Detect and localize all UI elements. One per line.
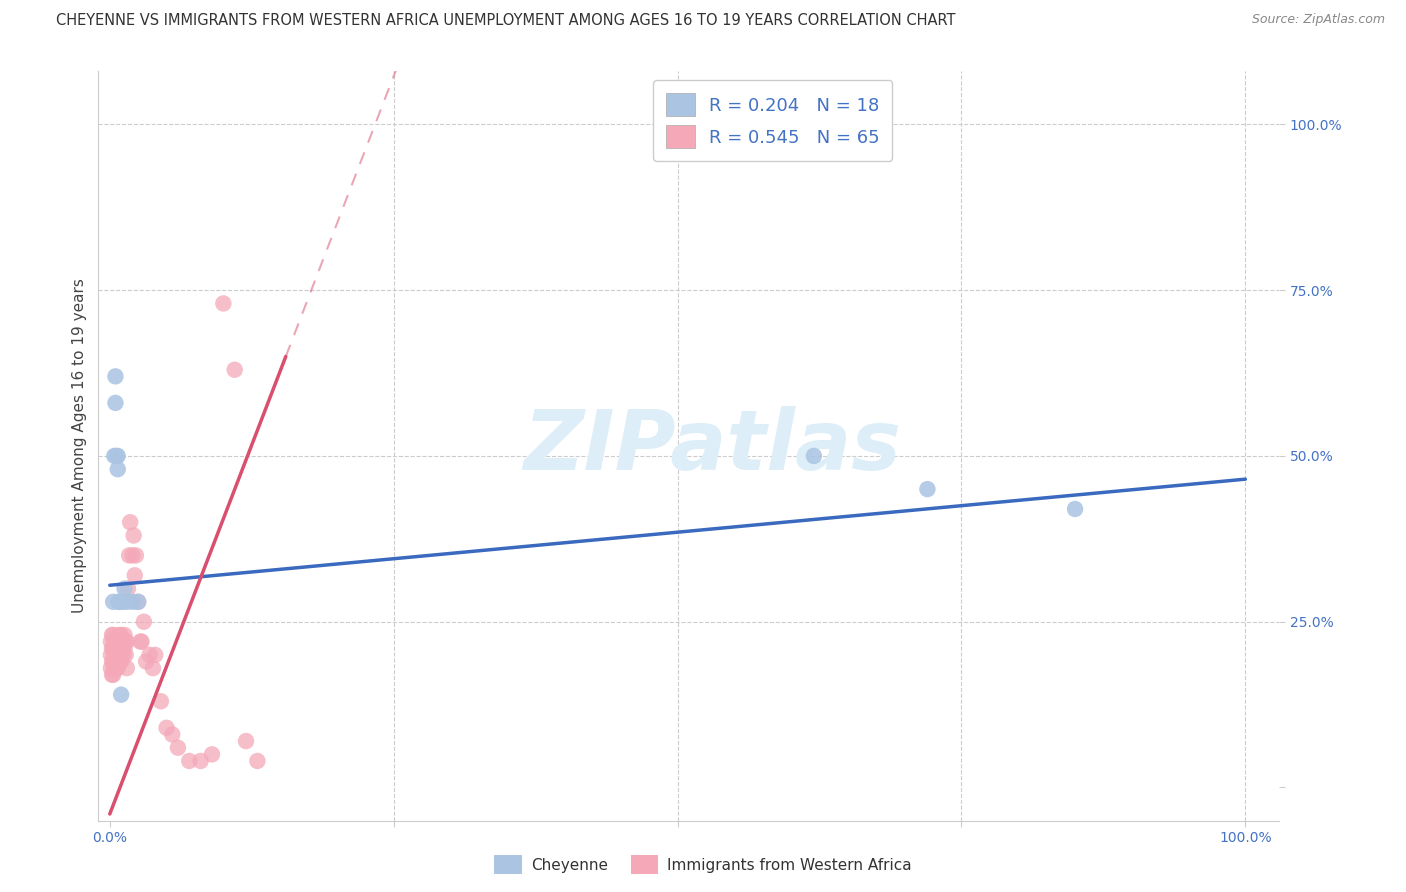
- Point: [103, 634, 125, 648]
- Point: [103, 648, 125, 662]
- Point: [125, 549, 148, 563]
- Point: [107, 462, 129, 476]
- Point: [212, 296, 235, 310]
- Point: [142, 661, 165, 675]
- Point: [100, 634, 122, 648]
- Point: [112, 634, 135, 648]
- Point: [114, 628, 136, 642]
- Point: [131, 634, 153, 648]
- Point: [179, 754, 201, 768]
- Point: [118, 549, 141, 563]
- Text: Source: ZipAtlas.com: Source: ZipAtlas.com: [1251, 13, 1385, 27]
- Point: [104, 369, 127, 384]
- Point: [110, 655, 132, 669]
- Point: [115, 661, 138, 675]
- Point: [101, 667, 124, 681]
- Point: [117, 582, 139, 596]
- Point: [105, 661, 128, 675]
- Point: [121, 595, 143, 609]
- Point: [105, 648, 128, 662]
- Point: [104, 661, 127, 675]
- Point: [107, 449, 129, 463]
- Point: [135, 655, 157, 669]
- Point: [115, 634, 138, 648]
- Point: [155, 721, 177, 735]
- Point: [101, 641, 124, 656]
- Point: [235, 734, 257, 748]
- Point: [108, 595, 131, 609]
- Point: [121, 549, 143, 563]
- Point: [103, 449, 125, 463]
- Point: [122, 528, 145, 542]
- Point: [104, 396, 127, 410]
- Point: [108, 655, 131, 669]
- Point: [190, 754, 212, 768]
- Point: [114, 641, 136, 656]
- Point: [110, 628, 132, 642]
- Point: [105, 449, 128, 463]
- Point: [108, 655, 131, 669]
- Legend: R = 0.204   N = 18, R = 0.545   N = 65: R = 0.204 N = 18, R = 0.545 N = 65: [654, 80, 893, 161]
- Point: [224, 363, 246, 377]
- Point: [105, 634, 128, 648]
- Point: [162, 727, 183, 741]
- Point: [149, 694, 172, 708]
- Point: [104, 634, 127, 648]
- Point: [803, 449, 825, 463]
- Point: [100, 648, 122, 662]
- Point: [132, 615, 155, 629]
- Point: [114, 648, 136, 662]
- Point: [103, 661, 125, 675]
- Point: [103, 628, 125, 642]
- Point: [167, 740, 190, 755]
- Point: [114, 634, 136, 648]
- Point: [108, 595, 131, 609]
- Point: [129, 634, 152, 648]
- Point: [127, 595, 149, 609]
- Point: [114, 582, 136, 596]
- Point: [246, 754, 269, 768]
- Point: [124, 568, 146, 582]
- Point: [107, 661, 129, 675]
- Point: [101, 628, 124, 642]
- Point: [103, 595, 125, 609]
- Point: [101, 655, 124, 669]
- Point: [103, 667, 125, 681]
- Point: [112, 595, 135, 609]
- Point: [110, 688, 132, 702]
- Point: [108, 628, 131, 642]
- Point: [110, 641, 132, 656]
- Point: [120, 515, 142, 529]
- Point: [201, 747, 224, 762]
- Point: [127, 595, 149, 609]
- Point: [1064, 502, 1087, 516]
- Point: [103, 655, 125, 669]
- Point: [115, 595, 138, 609]
- Point: [138, 648, 160, 662]
- Point: [100, 661, 122, 675]
- Point: [103, 641, 125, 656]
- Point: [108, 641, 131, 656]
- Point: [108, 641, 131, 656]
- Point: [112, 648, 135, 662]
- Text: CHEYENNE VS IMMIGRANTS FROM WESTERN AFRICA UNEMPLOYMENT AMONG AGES 16 TO 19 YEAR: CHEYENNE VS IMMIGRANTS FROM WESTERN AFRI…: [56, 13, 956, 29]
- Point: [917, 482, 939, 496]
- Y-axis label: Unemployment Among Ages 16 to 19 years: Unemployment Among Ages 16 to 19 years: [72, 278, 87, 614]
- Point: [107, 648, 129, 662]
- Legend: Cheyenne, Immigrants from Western Africa: Cheyenne, Immigrants from Western Africa: [488, 849, 918, 880]
- Point: [107, 634, 129, 648]
- Text: ZIPatlas: ZIPatlas: [523, 406, 901, 486]
- Point: [104, 648, 127, 662]
- Point: [143, 648, 166, 662]
